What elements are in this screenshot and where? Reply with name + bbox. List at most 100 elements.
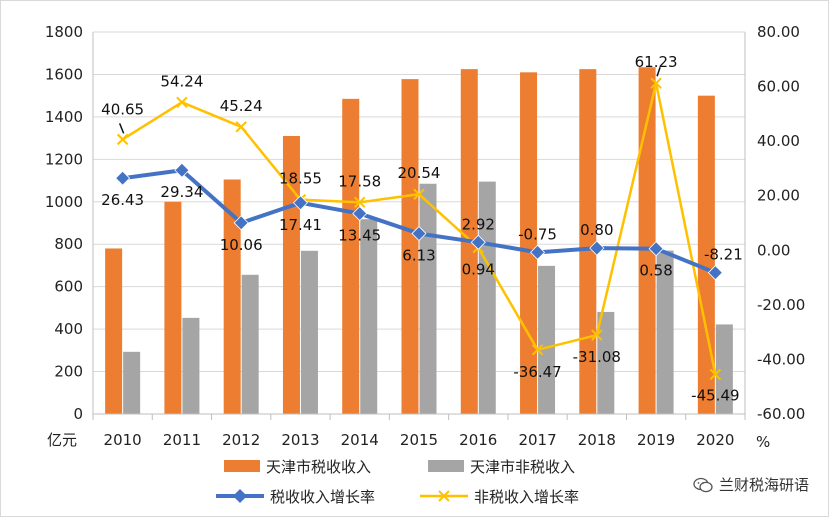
- data-label-tax-growth: -0.75: [518, 225, 557, 243]
- data-label-non-tax-growth: 0.94: [462, 261, 495, 279]
- data-label-non-tax-growth: 40.65: [101, 100, 144, 118]
- data-label-tax-growth: 13.45: [338, 227, 381, 245]
- data-label-non-tax-growth: 54.24: [160, 72, 203, 90]
- x-tick-label: 2010: [104, 431, 142, 449]
- marker-non-tax-growth: [116, 133, 129, 146]
- watermark-text: 兰财税海研语: [718, 476, 809, 494]
- marker-tax-growth: [292, 195, 309, 211]
- right-tick-label: 80.00: [757, 23, 800, 41]
- left-tick-label: 1800: [45, 23, 83, 41]
- data-label-non-tax-growth: 45.24: [220, 97, 263, 115]
- right-tick-label: -20.00: [757, 296, 805, 314]
- left-tick-label: 1200: [45, 150, 83, 168]
- marker-tax-growth: [529, 244, 546, 260]
- legend-label: 非税收入增长率: [474, 488, 579, 506]
- bar-non-tax-revenue: [538, 265, 556, 414]
- data-label-tax-growth: 10.06: [220, 236, 263, 254]
- marker-non-tax-growth: [235, 121, 247, 133]
- data-label-tax-growth: 26.43: [101, 191, 144, 209]
- marker-non-tax-growth: [709, 368, 722, 381]
- bar-tax-revenue: [223, 179, 241, 414]
- right-tick-label: 60.00: [757, 78, 800, 96]
- data-label-tax-growth: 29.34: [160, 183, 203, 201]
- marker-non-tax-growth: [413, 188, 425, 200]
- right-tick-label: -40.00: [757, 350, 805, 368]
- bar-tax-revenue: [579, 69, 597, 414]
- legend-label: 天津市非税收入: [470, 458, 575, 476]
- marker-tax-growth: [233, 215, 249, 231]
- bar-tax-revenue: [105, 248, 123, 414]
- data-label-tax-growth: 0.58: [639, 262, 672, 280]
- right-axis-unit: %: [756, 433, 770, 451]
- bar-tax-revenue: [164, 201, 182, 414]
- bar-non-tax-revenue: [419, 183, 437, 414]
- leader-line: [656, 66, 661, 77]
- left-tick-label: 1000: [45, 193, 83, 211]
- bar-tax-revenue: [342, 98, 360, 414]
- left-tick-label: 1600: [45, 65, 83, 83]
- marker-tax-growth: [352, 206, 368, 222]
- left-tick-label: 600: [54, 278, 83, 296]
- leader-line: [118, 123, 125, 134]
- x-tick-label: 2014: [341, 431, 379, 449]
- bar-non-tax-revenue: [182, 317, 200, 414]
- marker-tax-growth: [115, 170, 131, 186]
- x-tick-label: 2012: [222, 431, 260, 449]
- left-tick-label: 1400: [45, 108, 83, 126]
- x-tick-label: 2015: [400, 431, 438, 449]
- x-tick-label: 2017: [518, 431, 556, 449]
- legend-label: 天津市税收收入: [266, 458, 371, 476]
- bar-non-tax-revenue: [300, 250, 318, 414]
- data-label-tax-growth: 0.80: [580, 221, 613, 239]
- wechat-icon: [693, 477, 713, 492]
- right-tick-label: 40.00: [757, 132, 800, 150]
- bar-tax-revenue: [401, 79, 419, 414]
- marker-tax-growth: [648, 241, 664, 257]
- data-label-tax-growth: 6.13: [402, 247, 435, 265]
- x-tick-label: 2013: [281, 431, 319, 449]
- data-label-non-tax-growth: -31.08: [573, 348, 621, 366]
- left-tick-label: 800: [54, 235, 83, 253]
- data-label-non-tax-growth: -36.47: [513, 363, 561, 381]
- marker-tax-growth: [707, 265, 723, 281]
- bar-non-tax-revenue: [360, 219, 378, 414]
- marker-non-tax-growth: [176, 96, 188, 108]
- data-label-tax-growth: -8.21: [704, 246, 743, 264]
- data-label-tax-growth: 17.41: [279, 216, 322, 234]
- data-label-non-tax-growth: 20.54: [398, 164, 441, 182]
- legend-marker: [438, 490, 450, 502]
- legend-label: 税收收入增长率: [270, 488, 375, 506]
- data-labels: 26.43 29.34 10.06 17.41 13.45 6.13 2.92 -0.75 0.…: [101, 53, 743, 404]
- axes: 020040060080010001200140016001800-60.00-…: [45, 23, 806, 451]
- right-tick-label: 20.00: [757, 187, 800, 205]
- bar-non-tax-revenue: [597, 311, 615, 414]
- data-label-tax-growth: 2.92: [462, 215, 495, 233]
- bar-tax-revenue: [638, 67, 656, 415]
- data-label-non-tax-growth: 18.55: [279, 170, 322, 188]
- x-tick-label: 2016: [459, 431, 497, 449]
- bar-non-tax-revenue: [715, 324, 733, 414]
- legend-swatch: [428, 460, 464, 472]
- x-tick-label: 2019: [637, 431, 675, 449]
- bar-tax-revenue: [697, 95, 715, 415]
- legend-marker: [233, 489, 247, 503]
- watermark: 兰财税海研语: [693, 474, 809, 495]
- marker-tax-growth: [411, 225, 427, 242]
- bar-non-tax-revenue: [241, 274, 259, 414]
- marker-tax-growth: [470, 234, 486, 250]
- marker-non-tax-growth: [354, 196, 366, 209]
- marker-non-tax-growth: [591, 329, 603, 341]
- right-tick-label: 0.00: [757, 241, 790, 259]
- bar-non-tax-revenue: [656, 250, 674, 414]
- bar-non-tax-revenue: [123, 351, 141, 414]
- x-tick-label: 2018: [578, 431, 616, 449]
- left-tick-label: 0: [73, 405, 83, 423]
- right-tick-label: -60.00: [757, 405, 805, 423]
- left-axis-unit: 亿元: [47, 431, 77, 449]
- marker-non-tax-growth: [531, 344, 544, 356]
- x-tick-label: 2020: [696, 431, 734, 449]
- left-tick-label: 200: [54, 363, 83, 381]
- lines: [115, 77, 723, 381]
